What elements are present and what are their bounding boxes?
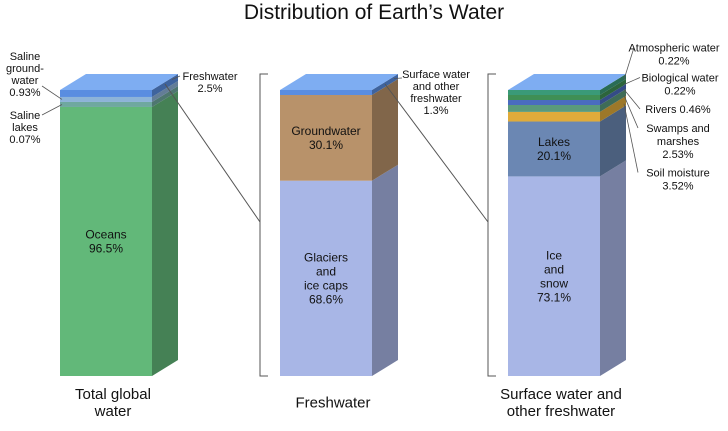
bar-surface-water-and-other-freshwater-segment-atmospheric-water-side — [600, 74, 626, 95]
bar-surface-water-and-other-freshwater-segment-lakes — [508, 121, 600, 177]
segment-label-soil-moisture-leader — [623, 103, 639, 173]
bar-surface-water-and-other-freshwater-segment-soil-moisture — [508, 111, 600, 122]
segment-label-atmospheric-water: Atmospheric water 0.22% — [628, 42, 719, 67]
bar-total-global-water-segment-oceans-side — [152, 90, 178, 376]
category-label-total-global-water: Total global water — [75, 386, 151, 420]
bar-surface-water-and-other-freshwater-segment-swamps-and-marshes — [508, 105, 600, 112]
bar-surface-water-and-other-freshwater-segment-swamps-and-marshes-side — [600, 89, 626, 112]
bar-surface-water-and-other-freshwater-segment-biological-water — [508, 95, 600, 100]
segment-label-freshwater: Freshwater 2.5% — [182, 71, 237, 95]
bar-surface-water-and-other-freshwater-segment-rivers — [508, 100, 600, 105]
bar-total-global-water-top — [60, 74, 178, 90]
segment-label-groundwater: Groundwater 30.1% — [291, 124, 360, 152]
bar-surface-water-and-other-freshwater-segment-lakes-side — [600, 105, 626, 177]
segment-label-saline-lakes: Saline lakes 0.07% — [9, 110, 40, 146]
category-label-surface-water-and-other-freshwater: Surface water and other freshwater — [500, 386, 622, 420]
segment-label-surface-water-and-other-freshwater-leader — [393, 77, 403, 79]
segment-label-ice-and-snow: Ice and snow 73.1% — [537, 248, 571, 304]
bracket-freshwater — [259, 73, 268, 377]
chart-title: Distribution of Earth’s Water — [244, 1, 504, 24]
bar-surface-water-and-other-freshwater-segment-atmospheric-water — [508, 90, 600, 95]
connector-to-freshwater — [164, 83, 261, 223]
segment-label-surface-water-and-other-freshwater: Surface water and other freshwater 1.3% — [402, 69, 470, 117]
category-label-freshwater: Freshwater — [295, 394, 370, 411]
segment-label-rivers: Rivers 0.46% — [645, 104, 711, 116]
bar-surface-water-and-other-freshwater-segment-rivers-side — [600, 84, 626, 105]
bar-total-global-water-segment-saline-lakes — [60, 101, 152, 107]
bar-total-global-water-segment-saline-groundwater — [60, 96, 152, 102]
connectors-layer — [41, 47, 641, 377]
segment-label-freshwater-leader — [171, 75, 181, 80]
bar-total-global-water-segment-saline-lakes-side — [152, 85, 178, 107]
bar-freshwater-top — [280, 74, 398, 90]
bars-layer — [60, 74, 626, 376]
segment-label-saline-groundwater-leader — [41, 85, 63, 100]
segment-label-rivers-leader — [623, 89, 641, 110]
segment-label-biological-water-leader — [623, 77, 641, 85]
bracket-surface-water-and-other-freshwater — [487, 73, 496, 377]
segment-label-swamps-and-marshes: Swamps and marshes 2.53% — [646, 123, 710, 161]
segment-label-saline-lakes-leader — [41, 104, 63, 116]
segment-label-lakes: Lakes 20.1% — [537, 135, 571, 163]
bar-surface-water-and-other-freshwater-segment-soil-moisture-side — [600, 95, 626, 122]
bar-freshwater-segment-groundwater — [280, 95, 372, 181]
bar-total-global-water-segment-oceans — [60, 106, 152, 376]
bar-freshwater-segment-surface-water-and-other-freshwater — [280, 90, 372, 95]
segment-label-glaciers-and-ice-caps: Glaciers and ice caps 68.6% — [304, 251, 348, 307]
segment-label-oceans: Oceans 96.5% — [85, 228, 126, 256]
bar-freshwater-segment-groundwater-side — [372, 79, 398, 181]
segment-label-atmospheric-water-leader — [623, 47, 635, 80]
bar-freshwater-segment-glaciers-and-ice-caps — [280, 180, 372, 376]
bar-surface-water-and-other-freshwater-segment-ice-and-snow-side — [600, 160, 626, 376]
segment-label-saline-groundwater: Saline ground-water 0.93% — [6, 51, 44, 99]
bar-surface-water-and-other-freshwater-top — [508, 74, 626, 90]
bar-freshwater-segment-glaciers-and-ice-caps-side — [372, 164, 398, 376]
segment-label-swamps-and-marshes-leader — [623, 95, 639, 129]
segment-label-soil-moisture: Soil moisture 3.52% — [646, 167, 710, 192]
labels-layer: Total global water Oceans 96.5% Freshwater Gl… — [6, 42, 720, 419]
connector-to-surface-water-and-other-freshwater — [384, 83, 489, 223]
bar-surface-water-and-other-freshwater-segment-biological-water-side — [600, 79, 626, 100]
bar-surface-water-and-other-freshwater-segment-ice-and-snow — [508, 176, 600, 376]
bar-total-global-water-segment-freshwater — [60, 90, 152, 97]
bar-total-global-water-segment-freshwater-side — [152, 74, 178, 97]
segment-label-biological-water: Biological water 0.22% — [641, 72, 718, 97]
bar-total-global-water-segment-saline-groundwater-side — [152, 80, 178, 102]
